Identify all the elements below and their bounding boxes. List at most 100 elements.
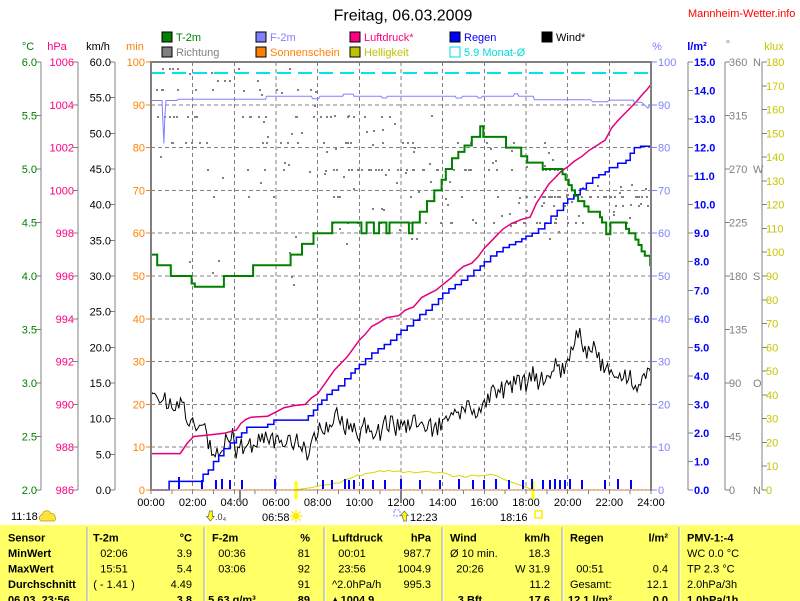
- svg-text:Helligkeit: Helligkeit: [364, 47, 409, 59]
- svg-text:0: 0: [729, 485, 735, 497]
- svg-text:270: 270: [729, 164, 747, 176]
- svg-text:20:00: 20:00: [554, 497, 582, 509]
- svg-text:40: 40: [766, 390, 778, 402]
- svg-text:Sensor: Sensor: [8, 533, 46, 545]
- svg-text:3.9: 3.9: [177, 548, 192, 560]
- svg-text:1006: 1006: [50, 57, 74, 69]
- svg-text:1.0: 1.0: [694, 457, 709, 469]
- svg-text:120: 120: [766, 200, 784, 212]
- svg-text:180: 180: [729, 271, 747, 283]
- svg-text:2.0: 2.0: [694, 428, 709, 440]
- svg-text:13.0: 13.0: [694, 114, 715, 126]
- svg-text:40.0: 40.0: [90, 200, 111, 212]
- svg-text:°: °: [726, 39, 730, 51]
- svg-text:7.0: 7.0: [694, 285, 709, 297]
- svg-text:80: 80: [133, 143, 145, 155]
- svg-text:90: 90: [729, 378, 741, 390]
- svg-text:3.0: 3.0: [22, 378, 37, 390]
- svg-text:.0₄: .0₄: [215, 512, 227, 522]
- svg-text:994: 994: [56, 314, 74, 326]
- svg-text:3.8: 3.8: [177, 595, 192, 601]
- svg-text:Sonnenschein: Sonnenschein: [270, 47, 340, 59]
- svg-text:5.0: 5.0: [22, 164, 37, 176]
- svg-text:5.63 g/m³: 5.63 g/m³: [208, 595, 256, 601]
- svg-text:225: 225: [729, 218, 747, 230]
- svg-text:4.0: 4.0: [22, 271, 37, 283]
- svg-text:5.9 Monat-Ø: 5.9 Monat-Ø: [464, 47, 526, 59]
- svg-text:06.03, 23:56: 06.03, 23:56: [8, 595, 70, 601]
- svg-text:45: 45: [729, 432, 741, 444]
- svg-text:23:56: 23:56: [338, 564, 366, 576]
- svg-text:0.0: 0.0: [653, 595, 668, 601]
- svg-text:Luftdruck: Luftdruck: [332, 533, 384, 545]
- svg-text:0.0: 0.0: [694, 485, 709, 497]
- svg-text:50: 50: [658, 271, 670, 283]
- svg-text:00:36: 00:36: [218, 548, 246, 560]
- svg-text:160: 160: [766, 105, 784, 117]
- svg-text:30: 30: [133, 357, 145, 369]
- svg-text:Mannheim-Wetter.info: Mannheim-Wetter.info: [688, 8, 795, 20]
- svg-text:990: 990: [56, 399, 74, 411]
- svg-text:06:00: 06:00: [262, 497, 290, 509]
- svg-text:N: N: [753, 57, 761, 69]
- svg-text:0: 0: [658, 485, 664, 497]
- svg-text:Gesamt:: Gesamt:: [570, 579, 612, 591]
- svg-text:20: 20: [766, 437, 778, 449]
- svg-text:55.0: 55.0: [90, 93, 111, 105]
- svg-text:4.5: 4.5: [22, 218, 37, 230]
- svg-text:30: 30: [658, 357, 670, 369]
- svg-text:1004: 1004: [50, 100, 74, 112]
- svg-text:24:00: 24:00: [637, 497, 665, 509]
- svg-text:35.0: 35.0: [90, 235, 111, 247]
- svg-text:▲1004.9: ▲1004.9: [330, 595, 375, 601]
- svg-text:F-2m: F-2m: [270, 32, 296, 44]
- svg-text:03:06: 03:06: [218, 564, 246, 576]
- svg-text:min: min: [126, 41, 144, 53]
- svg-text:81: 81: [298, 548, 310, 560]
- svg-text:130: 130: [766, 176, 784, 188]
- svg-text:15:51: 15:51: [100, 564, 128, 576]
- svg-text:100: 100: [658, 57, 676, 69]
- svg-text:50.0: 50.0: [90, 128, 111, 140]
- svg-text:996: 996: [56, 271, 74, 283]
- svg-text:90: 90: [133, 100, 145, 112]
- svg-text:02:06: 02:06: [100, 548, 128, 560]
- svg-text:5.4: 5.4: [177, 564, 192, 576]
- svg-text:PMV-1:-4: PMV-1:-4: [687, 533, 734, 545]
- svg-text:995.3: 995.3: [403, 579, 431, 591]
- svg-text:20: 20: [133, 399, 145, 411]
- svg-text:11:18: 11:18: [11, 511, 38, 523]
- svg-text:170: 170: [766, 81, 784, 93]
- svg-text:10: 10: [133, 442, 145, 454]
- svg-text:70: 70: [658, 185, 670, 197]
- svg-text:6.0: 6.0: [22, 57, 37, 69]
- svg-text:°C: °C: [180, 533, 192, 545]
- svg-text:4.0: 4.0: [694, 371, 709, 383]
- svg-text:12.1 l/m²: 12.1 l/m²: [568, 595, 612, 601]
- svg-text:Wind: Wind: [450, 533, 477, 545]
- svg-text:O: O: [753, 378, 762, 390]
- svg-text:135: 135: [729, 325, 747, 337]
- svg-text:11.2: 11.2: [529, 579, 550, 591]
- svg-text:9.0: 9.0: [694, 228, 709, 240]
- svg-text:10.0: 10.0: [694, 200, 715, 212]
- svg-text:Regen: Regen: [464, 32, 496, 44]
- svg-text:10:00: 10:00: [346, 497, 374, 509]
- svg-text:08:00: 08:00: [304, 497, 332, 509]
- svg-text:km/h: km/h: [524, 533, 550, 545]
- svg-text:km/h: km/h: [86, 41, 110, 53]
- svg-text:17.6: 17.6: [529, 595, 550, 601]
- svg-text:1000: 1000: [50, 185, 74, 197]
- svg-text:60: 60: [658, 228, 670, 240]
- svg-text:30: 30: [766, 414, 778, 426]
- svg-text:%: %: [652, 41, 662, 53]
- svg-text:10: 10: [658, 442, 670, 454]
- svg-text:2.0hPa/3h: 2.0hPa/3h: [687, 579, 737, 591]
- svg-text:l/m²: l/m²: [687, 41, 707, 53]
- svg-text:4.49: 4.49: [171, 579, 192, 591]
- svg-text:60: 60: [766, 342, 778, 354]
- svg-text:140: 140: [766, 152, 784, 164]
- svg-text:20: 20: [658, 399, 670, 411]
- svg-text:80: 80: [658, 143, 670, 155]
- svg-text:12:23: 12:23: [410, 512, 438, 524]
